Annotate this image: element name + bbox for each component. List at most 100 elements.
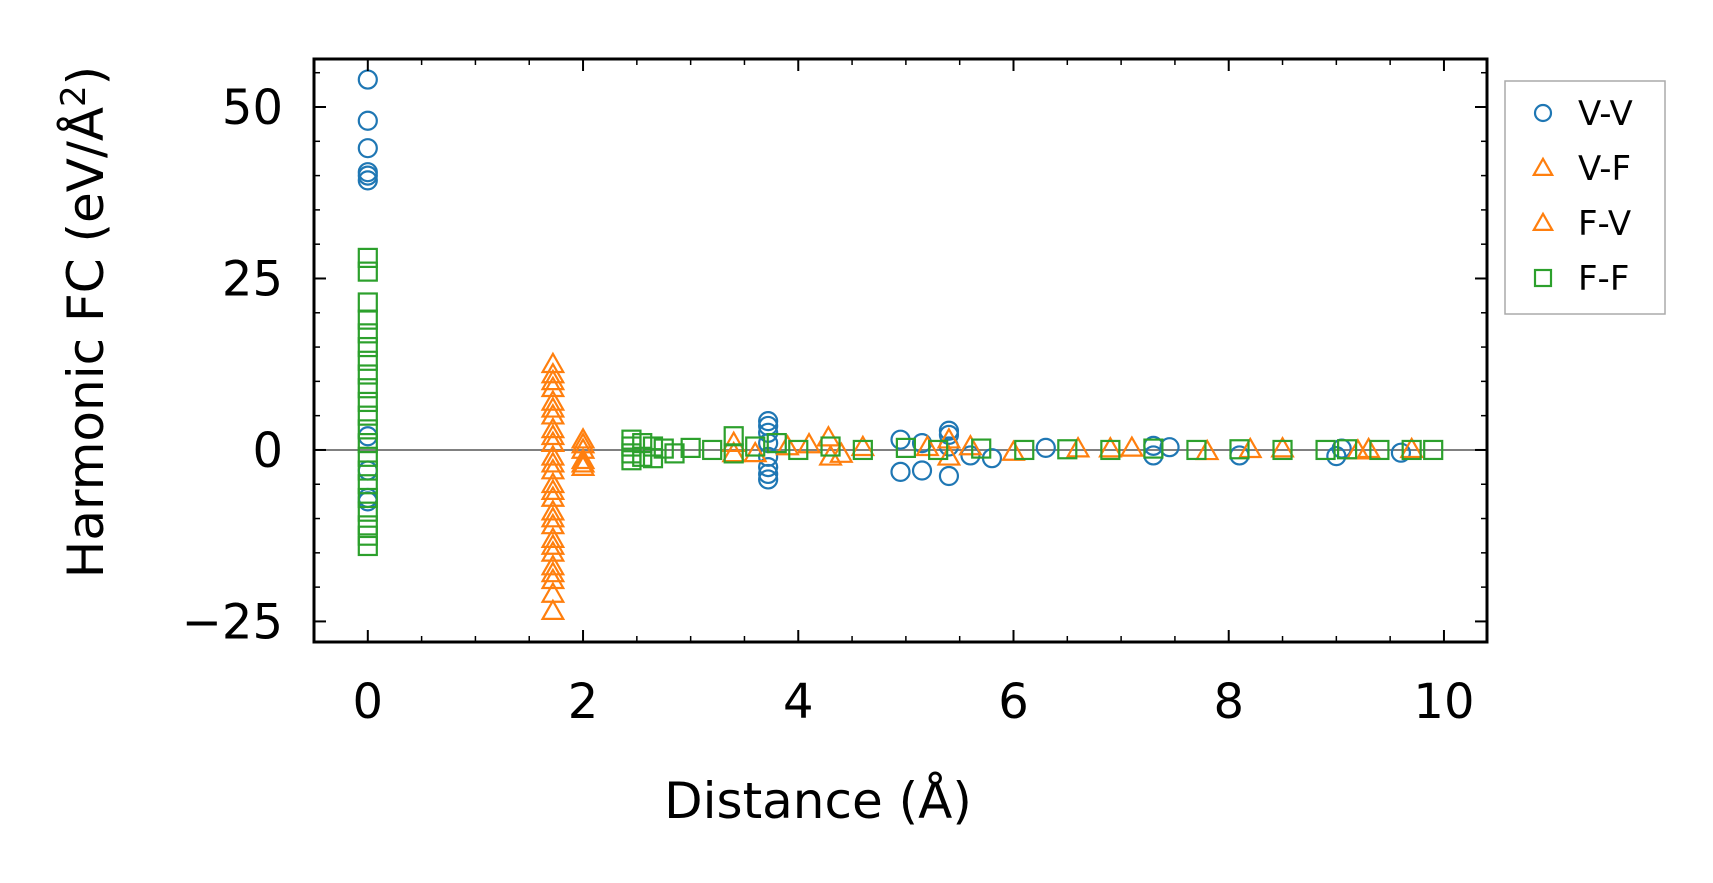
point-f-v [540, 368, 566, 391]
x-tick-label: 6 [998, 674, 1029, 730]
point-v-v [938, 465, 960, 487]
point-v-v [357, 165, 378, 186]
point-f-v [796, 431, 822, 454]
point-v-v [357, 110, 378, 131]
point-v-f [540, 444, 566, 466]
y-axis-label-main: Harmonic FC (eV/Å [57, 107, 115, 578]
point-f-f [357, 446, 378, 467]
point-f-f [1315, 439, 1336, 461]
point-f-f [1014, 439, 1035, 461]
x-tick-label: 2 [568, 674, 599, 730]
point-v-v [1035, 437, 1056, 458]
point-f-v [721, 440, 746, 463]
point-f-v [829, 441, 854, 463]
point-f-f [1229, 439, 1250, 460]
point-f-f [766, 432, 787, 454]
point-v-f [540, 375, 566, 398]
point-v-f [540, 361, 566, 384]
data-points [357, 69, 1444, 620]
point-f-f [632, 446, 653, 467]
point-v-f [570, 427, 596, 449]
point-v-f [742, 440, 768, 463]
axis-ticks [313, 59, 1487, 642]
point-f-f [357, 432, 378, 454]
point-f-f [820, 436, 841, 457]
point-f-v [540, 423, 566, 446]
x-tick-label: 10 [1413, 674, 1474, 730]
y-axis-label-superscript: 2 [54, 85, 94, 107]
point-f-f [928, 439, 949, 461]
point-v-f [570, 447, 596, 470]
point-v-v [911, 460, 933, 481]
point-v-f [540, 457, 566, 480]
point-f-v [540, 560, 566, 583]
point-v-f [540, 403, 566, 425]
point-f-f [723, 443, 744, 464]
point-f-f [895, 437, 916, 458]
point-f-f [852, 439, 873, 461]
plot-frame [312, 57, 1489, 644]
point-v-v [357, 138, 378, 159]
point-v-v [357, 170, 378, 191]
point-v-v [357, 426, 378, 447]
tick-labels: 0 2 4 6 8 10 −25 0 25 50 [182, 80, 1475, 730]
y-tick-label: 0 [252, 423, 283, 479]
legend-box [1504, 80, 1666, 315]
point-f-v [540, 451, 566, 473]
point-f-v [540, 396, 566, 418]
point-f-f [357, 419, 378, 440]
point-f-f [642, 436, 664, 457]
point-f-v [1098, 436, 1123, 458]
legend: V-V V-F F-V F-F [1504, 80, 1666, 315]
point-f-f [357, 364, 378, 385]
point-v-f [540, 416, 566, 439]
point-v-f [540, 567, 566, 590]
point-v-f [540, 389, 566, 411]
point-f-f [357, 501, 378, 522]
legend-label-v-v: V-V [1578, 94, 1633, 134]
point-v-f [721, 430, 746, 452]
legend-marker-v-f [1531, 156, 1555, 176]
point-v-f [1194, 438, 1220, 461]
point-v-v [357, 460, 378, 481]
y-tick-label: −25 [182, 594, 283, 650]
legend-label-v-f: V-F [1578, 149, 1631, 189]
point-f-f [788, 439, 809, 461]
point-f-v [570, 451, 596, 473]
legend-marker-f-f [1533, 268, 1553, 288]
point-f-f [357, 474, 378, 495]
point-v-f [540, 512, 566, 535]
legend-label-f-v: F-V [1578, 204, 1631, 244]
point-f-f [1143, 438, 1164, 459]
point-f-f [357, 535, 378, 557]
point-f-f [357, 405, 378, 426]
point-f-f [664, 443, 685, 464]
point-f-f [1369, 439, 1390, 461]
x-tick-label: 8 [1213, 674, 1244, 730]
point-f-f [621, 450, 642, 471]
point-v-f [816, 425, 841, 447]
point-f-f [971, 438, 992, 459]
point-v-f [850, 434, 876, 457]
point-f-f [1186, 439, 1207, 461]
point-f-f [357, 261, 378, 282]
point-f-f [1100, 439, 1121, 461]
point-f-v [540, 478, 566, 500]
point-f-f [357, 460, 378, 481]
legend-items: V-V V-F F-V F-F [1531, 94, 1633, 299]
point-v-f [540, 471, 566, 494]
y-tick-label: 25 [222, 251, 283, 307]
point-v-f [540, 485, 566, 507]
point-v-f [540, 430, 566, 452]
point-f-f [1401, 439, 1422, 461]
point-v-f [1119, 435, 1145, 457]
legend-label-f-f: F-F [1578, 259, 1629, 299]
point-v-v [1159, 437, 1180, 458]
point-v-v [960, 445, 981, 466]
point-v-v [758, 463, 779, 485]
point-f-f [745, 436, 766, 457]
point-v-v [357, 69, 378, 90]
point-v-f [570, 454, 596, 476]
point-v-f [540, 540, 566, 562]
